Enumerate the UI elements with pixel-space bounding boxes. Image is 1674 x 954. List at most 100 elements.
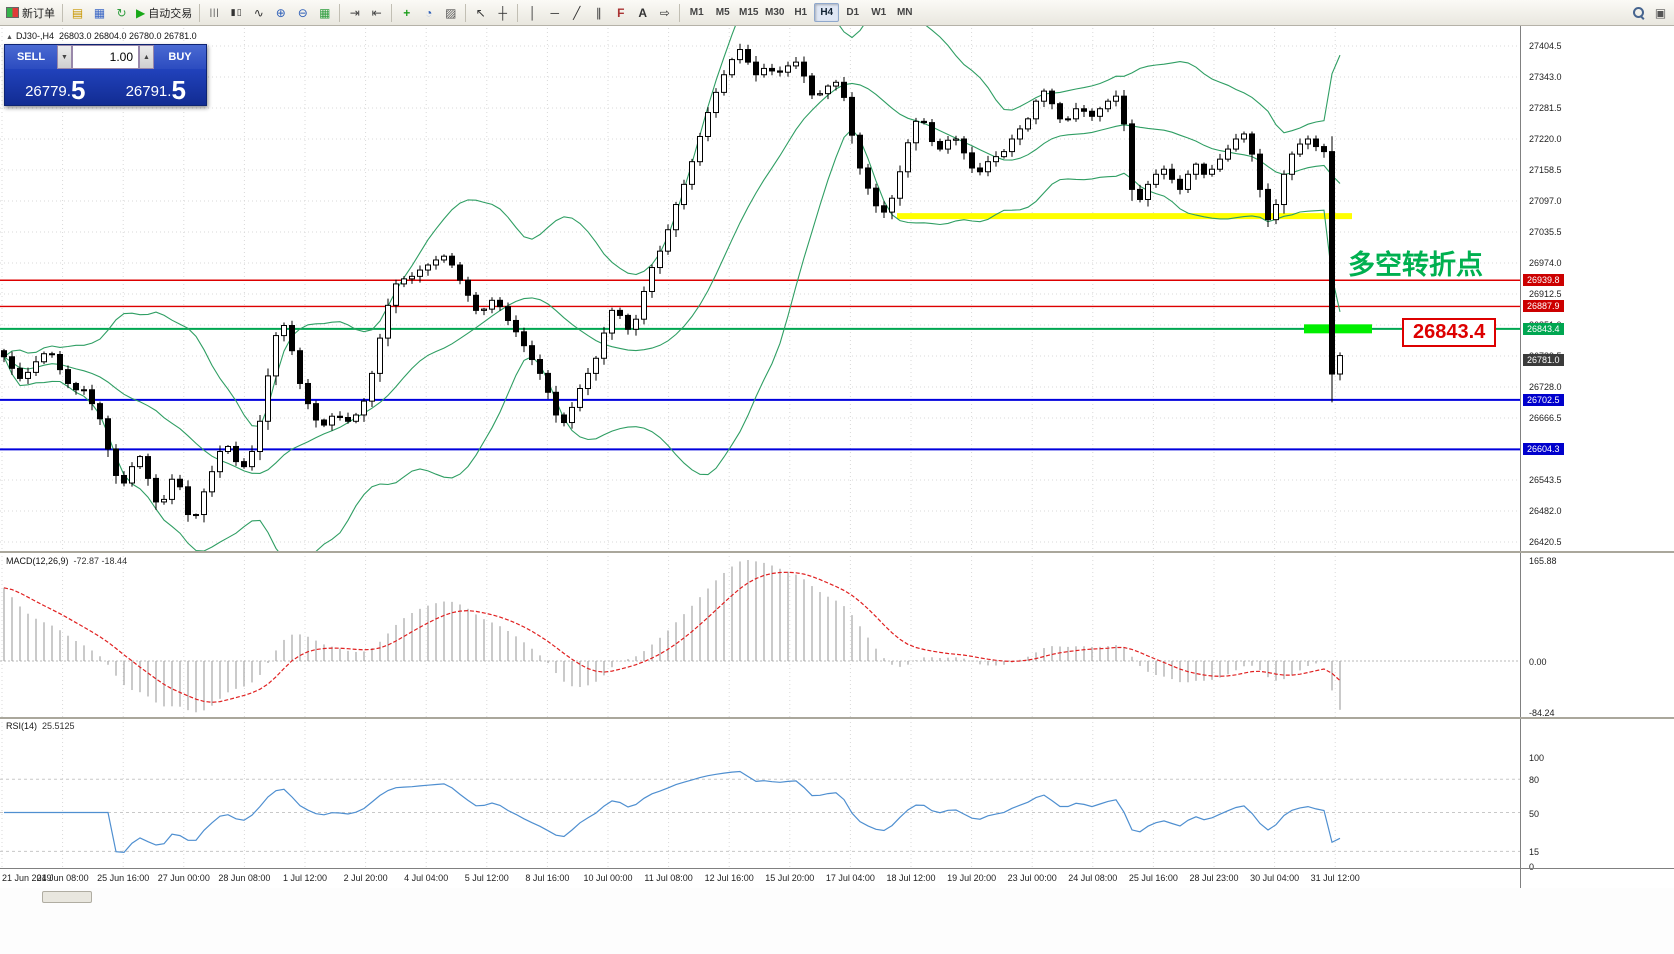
- time-axis-label: 27 Jun 00:00: [157, 873, 210, 883]
- rsi-panel[interactable]: [0, 718, 1520, 868]
- profiles-button[interactable]: ▦: [89, 3, 110, 23]
- time-axis-label: 31 Jul 12:00: [1310, 873, 1360, 883]
- timeframe-mn[interactable]: MN: [896, 7, 913, 18]
- arrows-button[interactable]: ⇨: [654, 3, 675, 23]
- timeframe-m30[interactable]: M30: [765, 7, 785, 18]
- horizontal-line-button[interactable]: ─: [544, 3, 565, 23]
- candle: [337, 415, 343, 418]
- templates-button[interactable]: ▨: [440, 3, 461, 23]
- sell-price[interactable]: 26779. 5: [5, 69, 106, 105]
- timeframe-d1[interactable]: D1: [846, 7, 860, 18]
- candle: [225, 445, 231, 453]
- timeframe-m15[interactable]: M15: [739, 7, 759, 18]
- auto-scroll-button[interactable]: ⇥: [344, 3, 365, 23]
- buy-price[interactable]: 26791. 5: [106, 69, 207, 105]
- new-order-button[interactable]: 新订单: [3, 3, 58, 23]
- candle: [321, 419, 327, 426]
- fibonacci-button[interactable]: F: [610, 3, 631, 23]
- chart-shift-button[interactable]: ⇤: [366, 3, 387, 23]
- rsi-axis-label: 15: [1529, 847, 1540, 858]
- autotrading-button[interactable]: ▶ 自动交易: [133, 3, 195, 23]
- candle: [1153, 173, 1159, 185]
- candle: [569, 406, 575, 424]
- indicators-button[interactable]: +: [396, 3, 417, 23]
- candle: [809, 75, 815, 96]
- timeframe-h4[interactable]: H4: [814, 3, 840, 22]
- buy-button[interactable]: BUY: [154, 45, 206, 69]
- arrows-icon: ⇨: [659, 5, 670, 20]
- candle: [417, 269, 423, 277]
- timeframe-h1[interactable]: H1: [794, 7, 808, 18]
- candle: [329, 415, 335, 426]
- candle: [889, 197, 895, 213]
- vertical-line-button[interactable]: │: [522, 3, 543, 23]
- candle: [1073, 108, 1079, 120]
- rsi-name: RSI(14): [6, 721, 38, 731]
- panel-separator-rsi[interactable]: [0, 717, 1674, 719]
- candle: [1185, 173, 1191, 190]
- candle: [713, 91, 719, 114]
- price-axis-label: 27035.5: [1529, 227, 1562, 237]
- zoom-out-icon: ⊖: [297, 5, 308, 20]
- profiles-icon: ▦: [93, 5, 106, 20]
- search-button[interactable]: [1628, 3, 1649, 23]
- timeframe-m5[interactable]: M5: [715, 7, 730, 18]
- window-tab[interactable]: [42, 891, 92, 903]
- tile-windows-button[interactable]: ▦: [314, 3, 335, 23]
- candle: [1313, 138, 1319, 148]
- candlestick-chart-icon: ▮▯: [230, 7, 243, 17]
- candle: [681, 183, 687, 206]
- cursor-button[interactable]: ↖: [470, 3, 491, 23]
- candle: [481, 308, 487, 311]
- candle: [313, 403, 319, 421]
- candle-chart-button[interactable]: ▮▯: [226, 3, 247, 23]
- candle: [465, 279, 471, 296]
- cycle-button[interactable]: ↻: [111, 3, 132, 23]
- periods-button[interactable]: ◔: [418, 3, 439, 23]
- candle: [409, 275, 415, 280]
- zoom-out-button[interactable]: ⊖: [292, 3, 313, 23]
- fibonacci-icon: F: [617, 5, 625, 20]
- lot-decrease-button[interactable]: ▼: [57, 45, 72, 69]
- price-axis[interactable]: 27404.5 27343.0 27281.5 27220.0 27158.5 27097…: [1520, 26, 1674, 888]
- sell-button[interactable]: SELL: [5, 45, 57, 69]
- panel-separator-macd[interactable]: [0, 551, 1674, 553]
- candle: [121, 474, 127, 484]
- lot-increase-button[interactable]: ▲: [139, 45, 154, 69]
- candle: [129, 466, 135, 484]
- candle: [769, 67, 775, 72]
- symbol-ohlc-text: DJ30-,H4 26803.0 26804.0 26780.0 26781.0: [15, 31, 197, 41]
- candle: [41, 353, 47, 363]
- rsi-axis-label: 50: [1529, 808, 1540, 819]
- main-chart[interactable]: [0, 26, 1520, 552]
- help-button[interactable]: ▣: [1650, 3, 1671, 23]
- timeframe-m1[interactable]: M1: [689, 7, 704, 18]
- macd-panel[interactable]: [0, 552, 1520, 718]
- text-button[interactable]: A: [632, 3, 653, 23]
- time-axis-label: 15 Jul 20:00: [765, 873, 815, 883]
- zoom-in-button[interactable]: ⊕: [270, 3, 291, 23]
- candle: [257, 420, 263, 453]
- bar-chart-button[interactable]: |||: [204, 3, 225, 23]
- rsi-axis-label: 80: [1529, 775, 1540, 786]
- candle: [177, 478, 183, 488]
- candle: [1225, 148, 1231, 160]
- candle: [17, 367, 23, 379]
- lot-size-input[interactable]: 1.00: [72, 45, 139, 69]
- price-axis-label: 26543.5: [1529, 475, 1562, 485]
- turning-point-annotation: 多空转折点: [1348, 250, 1483, 280]
- candle: [633, 318, 639, 330]
- time-axis[interactable]: 21 Jun 2019 24 Jun 08:00 25 Jun 16:00 27 Ju…: [0, 869, 1520, 888]
- toolbar: 新订单 ▤ ▦ ↻ ▶ 自动交易 ||| ▮▯ ∿ ⊕ ⊖ ▦ ⇥ ⇤ + ◔ ▨ ↖ ┼ │ ─ ╱ ∥ F A ⇨ M1 M5 M1…: [0, 0, 1674, 26]
- add-indicator-icon: +: [403, 5, 411, 20]
- trendline-button[interactable]: ╱: [566, 3, 587, 23]
- line-chart-button[interactable]: ∿: [248, 3, 269, 23]
- candle: [1289, 153, 1295, 175]
- crosshair-button[interactable]: ┼: [492, 3, 513, 23]
- candle: [305, 382, 311, 405]
- timeframe-w1[interactable]: W1: [871, 7, 887, 18]
- candle: [497, 299, 503, 308]
- chart-window-button[interactable]: ▤: [67, 3, 88, 23]
- candle: [249, 451, 255, 468]
- channel-button[interactable]: ∥: [588, 3, 609, 23]
